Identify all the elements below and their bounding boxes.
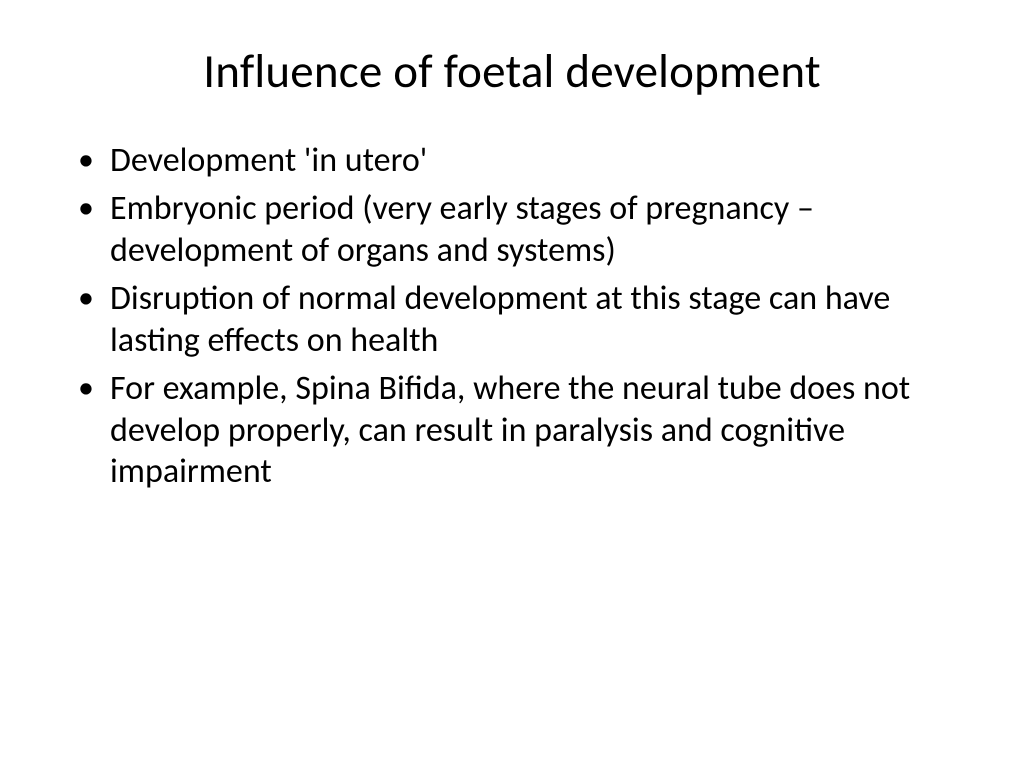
bullet-item: Disruption of normal development at this… <box>72 278 964 361</box>
slide-content: Development 'in utero' Embryonic period … <box>60 140 964 493</box>
slide-title: Influence of foetal development <box>60 42 964 100</box>
bullet-list: Development 'in utero' Embryonic period … <box>72 140 964 493</box>
slide-container: Influence of foetal development Developm… <box>0 0 1024 768</box>
bullet-item: Embryonic period (very early stages of p… <box>72 188 964 271</box>
bullet-item: For example, Spina Bifida, where the neu… <box>72 368 964 492</box>
bullet-item: Development 'in utero' <box>72 140 964 181</box>
